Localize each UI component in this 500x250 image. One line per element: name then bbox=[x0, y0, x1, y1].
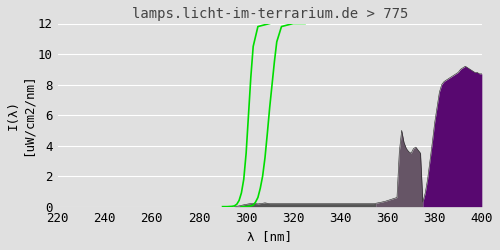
X-axis label: λ [nm]: λ [nm] bbox=[247, 230, 292, 243]
Title: lamps.licht-im-terrarium.de > 775: lamps.licht-im-terrarium.de > 775 bbox=[132, 7, 408, 21]
Y-axis label: I(λ)
[uW/cm2/nm]: I(λ) [uW/cm2/nm] bbox=[7, 74, 35, 156]
